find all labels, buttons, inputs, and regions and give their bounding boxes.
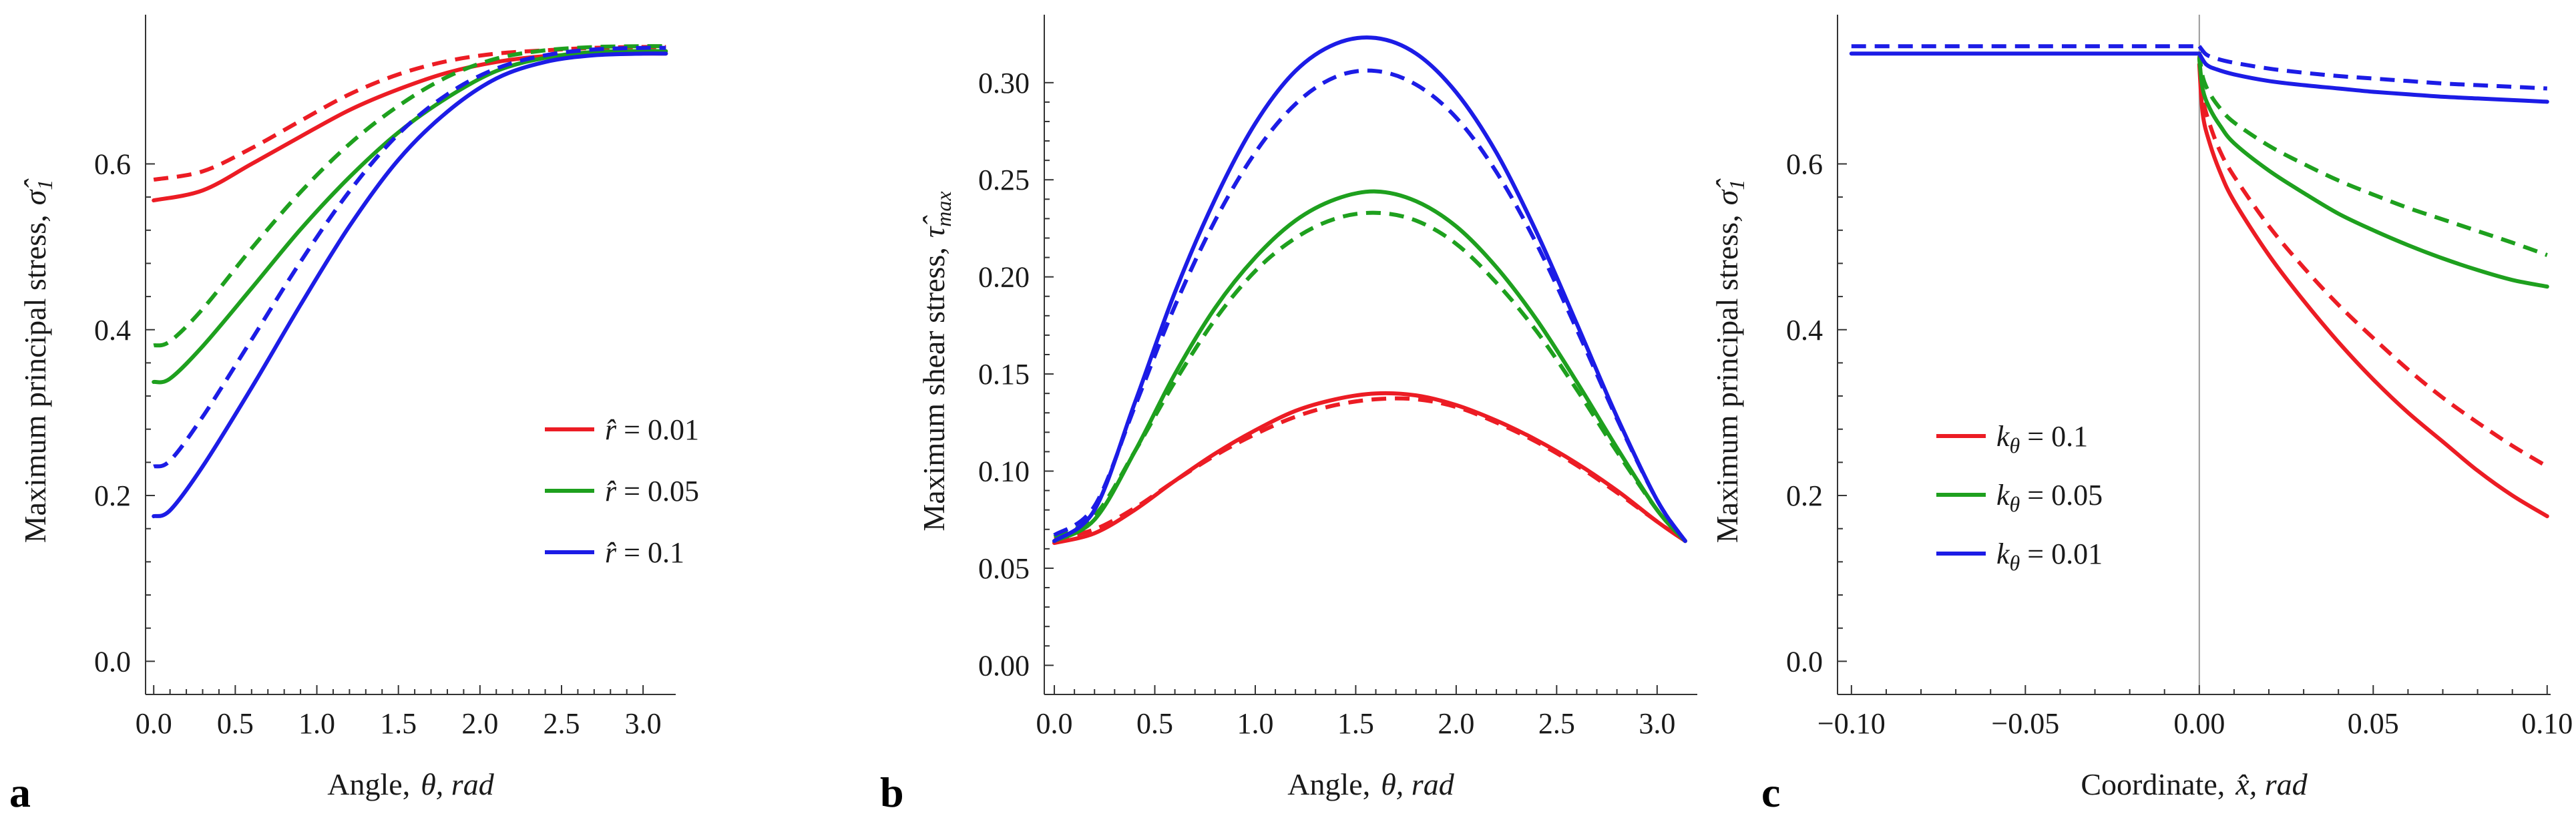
legend-subscript: θ [2010, 551, 2020, 575]
y-axis-title-text: Maximum principal stress, [18, 214, 52, 543]
x-tick-label: 1.5 [1337, 707, 1374, 740]
x-axis-title-text: Angle, [327, 767, 410, 801]
series-blue-dashed-line [2197, 45, 2547, 91]
x-tick-label: 2.5 [1538, 707, 1575, 740]
x-tick-label: 0.05 [2348, 707, 2399, 740]
legend-symbol: r̂ [605, 475, 617, 507]
y-tick-label: 0.4 [1786, 314, 1823, 347]
y-axis-title-subscript: max [931, 191, 955, 226]
x-tick-label: 2.0 [461, 707, 498, 740]
x-axis-title-text: Coordinate, [2081, 767, 2225, 801]
legend-value: = 0.01 [616, 413, 699, 446]
legend-symbol: r̂ [605, 413, 617, 446]
y-tick-label: 0.6 [94, 148, 131, 180]
panel-c: −0.10 −0.05 0.00 0.05 0.10 0.0 0.2 0.4 0.6 Coordi… [1710, 15, 2573, 816]
y-tick-label: 0.4 [94, 314, 131, 347]
series-red-solid-line [1052, 391, 1687, 546]
series-blue-dashed-line [1053, 68, 1687, 542]
legend-value: = 0.01 [2020, 538, 2103, 570]
x-tick-label: 2.5 [543, 707, 580, 740]
series-green-solid-line [1052, 189, 1687, 544]
series-red-dashed-line [2197, 55, 2549, 469]
panel-b: 0.0 0.5 1.0 1.5 2.0 2.5 3.0 0.00 0.05 0.10 0.15 0.2… [880, 15, 1697, 816]
series-blue-solid-line [152, 51, 668, 519]
x-axis-title: Angle, θ, rad [327, 767, 494, 801]
legend-subscript: θ [2010, 433, 2020, 457]
legend-symbol: k [1996, 420, 2010, 453]
x-tick-label: 1.5 [380, 707, 417, 740]
y-axis-title-subscript: 1 [1725, 180, 1749, 190]
x-tick-label: −0.05 [1991, 707, 2059, 740]
y-axis-title-subscript: 1 [33, 180, 57, 190]
y-tick-label: 0.6 [1786, 148, 1823, 180]
x-axis-title-text: Angle, [1287, 767, 1370, 801]
y-tick-label: 0.0 [94, 645, 131, 678]
x-axis-title-symbol: θ, rad [1381, 767, 1454, 801]
series-green-dashed-line [153, 44, 666, 348]
y-tick-label: 0.00 [978, 649, 1030, 682]
panel-letter: a [9, 769, 31, 816]
y-tick-label: 0.2 [1786, 479, 1823, 512]
legend-value: = 0.05 [2020, 479, 2103, 511]
x-tick-label: 0.10 [2521, 707, 2573, 740]
y-tick-label: 0.10 [978, 455, 1030, 488]
x-axis-title: Coordinate, x̂, rad [2081, 767, 2308, 801]
series-blue-dashed-line [153, 45, 666, 469]
legend-label: kθ = 0.1 [1996, 420, 2088, 457]
x-tick-label: 0.5 [217, 707, 254, 740]
series-red-dashed-line [153, 45, 666, 182]
series-green-solid-line [152, 49, 668, 385]
y-tick-label: 0.20 [978, 261, 1030, 294]
y-tick-label: 0.0 [1786, 645, 1823, 678]
series-blue-solid-line [1052, 35, 1687, 544]
y-tick-label: 0.2 [94, 479, 131, 512]
series-red-solid-line [152, 51, 668, 203]
x-tick-label: 3.0 [1639, 707, 1675, 740]
y-axis-title: Maximum principal stress,σ̂1 [1710, 178, 1749, 544]
panel-letter: b [880, 769, 904, 816]
legend-label: kθ = 0.01 [1996, 538, 2103, 575]
legend-symbol: k [1996, 538, 2010, 570]
x-tick-label: −0.10 [1817, 707, 1886, 740]
x-tick-label: 0.5 [1136, 707, 1173, 740]
x-tick-label: 3.0 [625, 707, 662, 740]
y-axis-title-text: Maximum shear stress, [917, 247, 951, 531]
x-tick-label: 0.0 [1036, 707, 1073, 740]
y-tick-label: 0.15 [978, 358, 1030, 391]
x-tick-label: 0.00 [2173, 707, 2225, 740]
legend-subscript: θ [2010, 492, 2020, 516]
series-blue-solid-line [2197, 51, 2549, 104]
series-green-solid-line [2197, 56, 2549, 289]
y-tick-label: 0.05 [978, 552, 1030, 585]
x-tick-label: 0.0 [136, 707, 172, 740]
series-red-dashed-line [1054, 396, 1687, 543]
x-tick-label: 1.0 [1237, 707, 1273, 740]
legend-label: r̂ = 0.01 [605, 413, 699, 446]
y-axis-title: Maximum principal stress,σ̂1 [18, 178, 57, 544]
legend-label: r̂ = 0.1 [605, 536, 684, 569]
x-axis-title-symbol: x̂, rad [2235, 767, 2308, 801]
series-green-dashed-line [2197, 51, 2548, 257]
legend-value: = 0.05 [616, 475, 699, 507]
x-tick-label: 1.0 [298, 707, 335, 740]
legend-symbol: r̂ [605, 536, 617, 569]
y-tick-label: 0.30 [978, 67, 1030, 99]
panel-letter: c [1761, 769, 1780, 816]
y-tick-label: 0.25 [978, 164, 1030, 196]
series-green-dashed-line [1053, 210, 1687, 543]
panel-a: 0.0 0.5 1.0 1.5 2.0 2.5 3.0 0.0 0.2 0.4 0.6 Angle, θ… [9, 15, 699, 816]
legend-label: r̂ = 0.05 [605, 475, 699, 507]
legend-label: kθ = 0.05 [1996, 479, 2103, 516]
legend-value: = 0.1 [2020, 420, 2088, 453]
x-axis-title-symbol: θ, rad [421, 767, 494, 801]
x-axis-title: Angle, θ, rad [1287, 767, 1454, 801]
x-tick-label: 2.0 [1438, 707, 1474, 740]
y-axis-title-text: Maximum principal stress, [1710, 214, 1744, 543]
legend-value: = 0.1 [616, 536, 684, 569]
series-red-solid-line [2197, 62, 2549, 519]
y-axis-title: Maximum shear stress,τ̂max [917, 191, 955, 531]
legend-symbol: k [1996, 479, 2010, 511]
